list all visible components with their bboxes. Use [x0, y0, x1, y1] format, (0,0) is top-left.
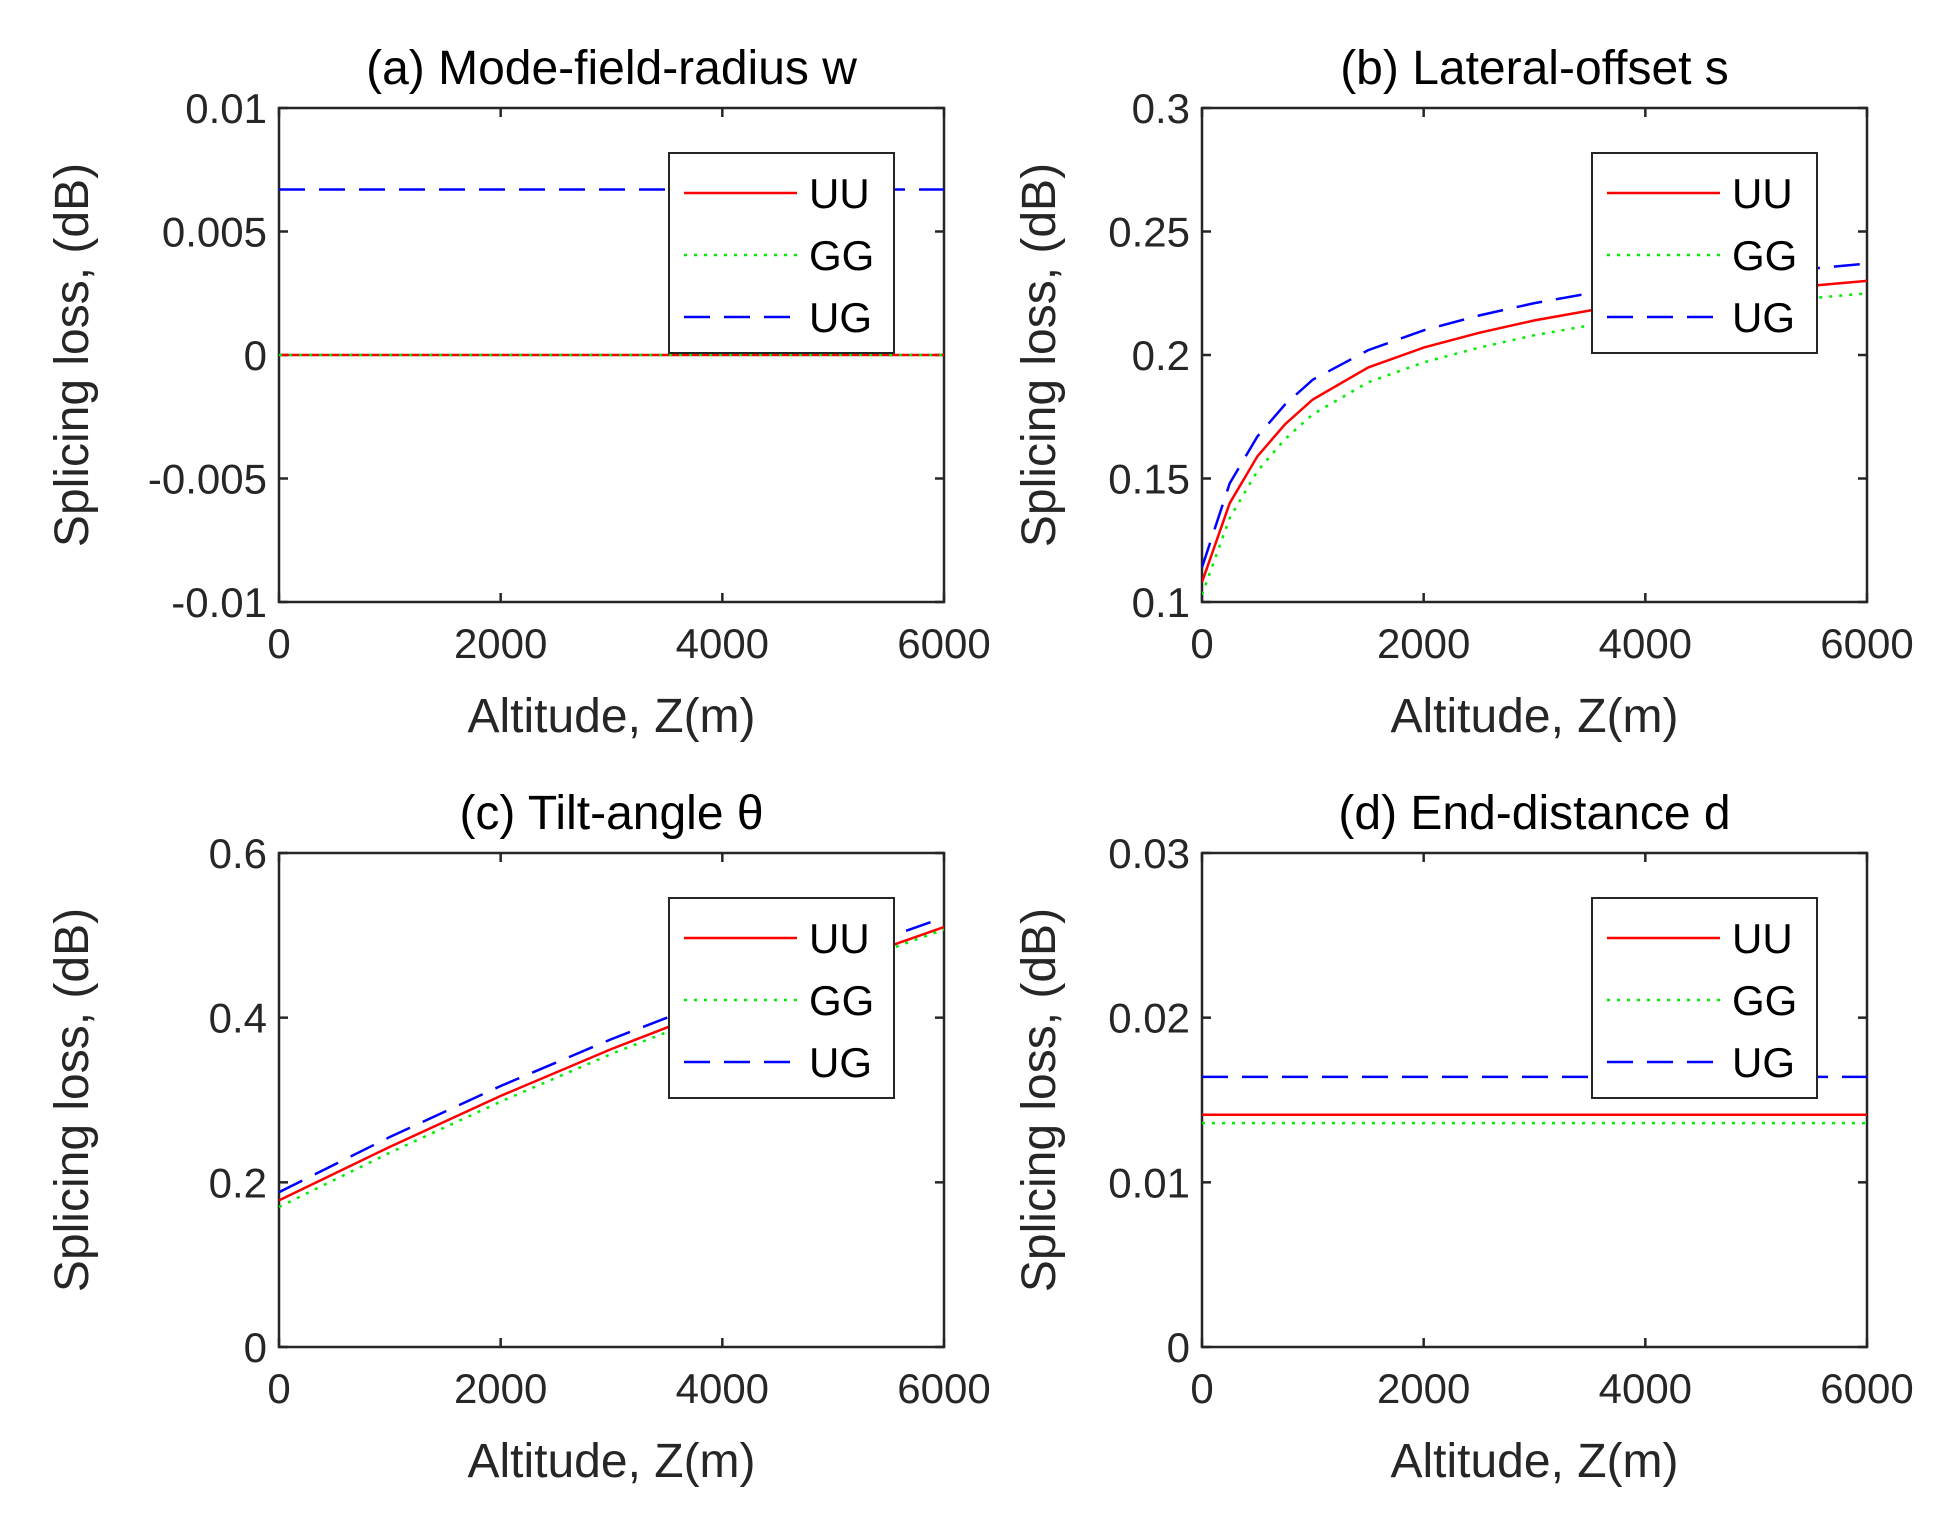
legend-box: [1591, 897, 1818, 1099]
legend: UU GG UG: [668, 897, 895, 1099]
x-tick-label: 4000: [1599, 620, 1692, 667]
x-tick-label: 2000: [454, 1365, 547, 1412]
x-tick-label: 4000: [676, 620, 769, 667]
x-tick-label: 2000: [1377, 620, 1470, 667]
legend-label-gg: GG: [809, 977, 874, 1024]
legend-label-uu: UU: [1732, 915, 1793, 962]
x-tick-label: 6000: [1820, 620, 1913, 667]
panel-b: (b) Lateral-offset s 0 2000 4000 6000 0.1 0.15…: [1013, 42, 1914, 743]
legend-box: [668, 897, 895, 1099]
y-tick-label: 0: [1167, 1324, 1190, 1371]
legend: UU GG UG: [668, 152, 895, 354]
x-tick-label: 2000: [454, 620, 547, 667]
y-tick-label: 0.03: [1108, 830, 1190, 877]
legend-label-gg: GG: [1732, 977, 1797, 1024]
legend-label-ug: UG: [809, 294, 872, 341]
x-axis-label: Altitude, Z(m): [467, 1435, 755, 1488]
x-axis-label: Altitude, Z(m): [467, 690, 755, 743]
chart-title: (a) Mode-field-radius w: [366, 42, 857, 95]
legend-label-ug: UG: [1732, 294, 1795, 341]
y-tick-label: 0.01: [1108, 1159, 1190, 1206]
panel-d: (d) End-distance d 0 2000 4000 6000 0 0.01 0.02…: [1013, 787, 1914, 1488]
y-tick-label: 0.2: [1132, 332, 1190, 379]
y-axis-label: Splicing loss, (dB): [1013, 163, 1066, 547]
axes-frame: [1200, 851, 1869, 1349]
x-tick-label: 2000: [1377, 1365, 1470, 1412]
y-tick-label: 0.6: [209, 830, 267, 877]
panel-c: (c) Tilt-angle θ 0 2000 4000 6000 0 0.2 0.4 0.6 A…: [46, 787, 991, 1488]
y-tick-label: 0.005: [162, 209, 267, 256]
y-axis-label: Splicing loss, (dB): [46, 908, 99, 1292]
legend: UU GG UG: [1591, 897, 1818, 1099]
legend-label-gg: GG: [809, 232, 874, 279]
y-tick-label: 0.4: [209, 995, 267, 1042]
y-tick-label: -0.005: [148, 456, 267, 503]
x-tick-label: 4000: [676, 1365, 769, 1412]
x-axis-label: Altitude, Z(m): [1390, 690, 1678, 743]
x-tick-label: 6000: [897, 1365, 990, 1412]
y-tick-label: 0.2: [209, 1159, 267, 1206]
y-tick-label: 0.02: [1108, 995, 1190, 1042]
panel-a: (a) Mode-field-radius w 0 2000 4000 6000 -0.0…: [46, 42, 991, 743]
y-tick-label: 0.25: [1108, 209, 1190, 256]
y-axis-label: Splicing loss, (dB): [46, 163, 99, 547]
legend-label-gg: GG: [1732, 232, 1797, 279]
x-tick-label: 0: [267, 1365, 290, 1412]
chart-title: (d) End-distance d: [1338, 787, 1730, 840]
legend-label-uu: UU: [809, 915, 870, 962]
x-tick-label: 6000: [897, 620, 990, 667]
y-tick-label: 0: [244, 332, 267, 379]
chart-title: (c) Tilt-angle θ: [459, 787, 763, 840]
y-tick-label: 0.15: [1108, 456, 1190, 503]
y-tick-label: 0.3: [1132, 85, 1190, 132]
legend-label-ug: UG: [809, 1039, 872, 1086]
x-tick-label: 0: [267, 620, 290, 667]
legend: UU GG UG: [1591, 152, 1818, 354]
y-tick-label: 0: [244, 1324, 267, 1371]
legend-label-ug: UG: [1732, 1039, 1795, 1086]
x-tick-label: 0: [1190, 1365, 1213, 1412]
legend-label-uu: UU: [809, 170, 870, 217]
x-tick-label: 4000: [1599, 1365, 1692, 1412]
legend-box: [1591, 152, 1818, 354]
series-line-gg: [1202, 292, 1867, 596]
x-tick-label: 0: [1190, 620, 1213, 667]
y-tick-label: -0.01: [171, 579, 267, 626]
legend-label-uu: UU: [1732, 170, 1793, 217]
y-tick-label: 0.01: [185, 85, 267, 132]
chart-title: (b) Lateral-offset s: [1340, 42, 1729, 95]
legend-box: [668, 152, 895, 354]
axes-frame: [277, 851, 946, 1349]
x-axis-label: Altitude, Z(m): [1390, 1435, 1678, 1488]
y-axis-label: Splicing loss, (dB): [1013, 908, 1066, 1292]
y-tick-label: 0.1: [1132, 579, 1190, 626]
x-tick-label: 6000: [1820, 1365, 1913, 1412]
